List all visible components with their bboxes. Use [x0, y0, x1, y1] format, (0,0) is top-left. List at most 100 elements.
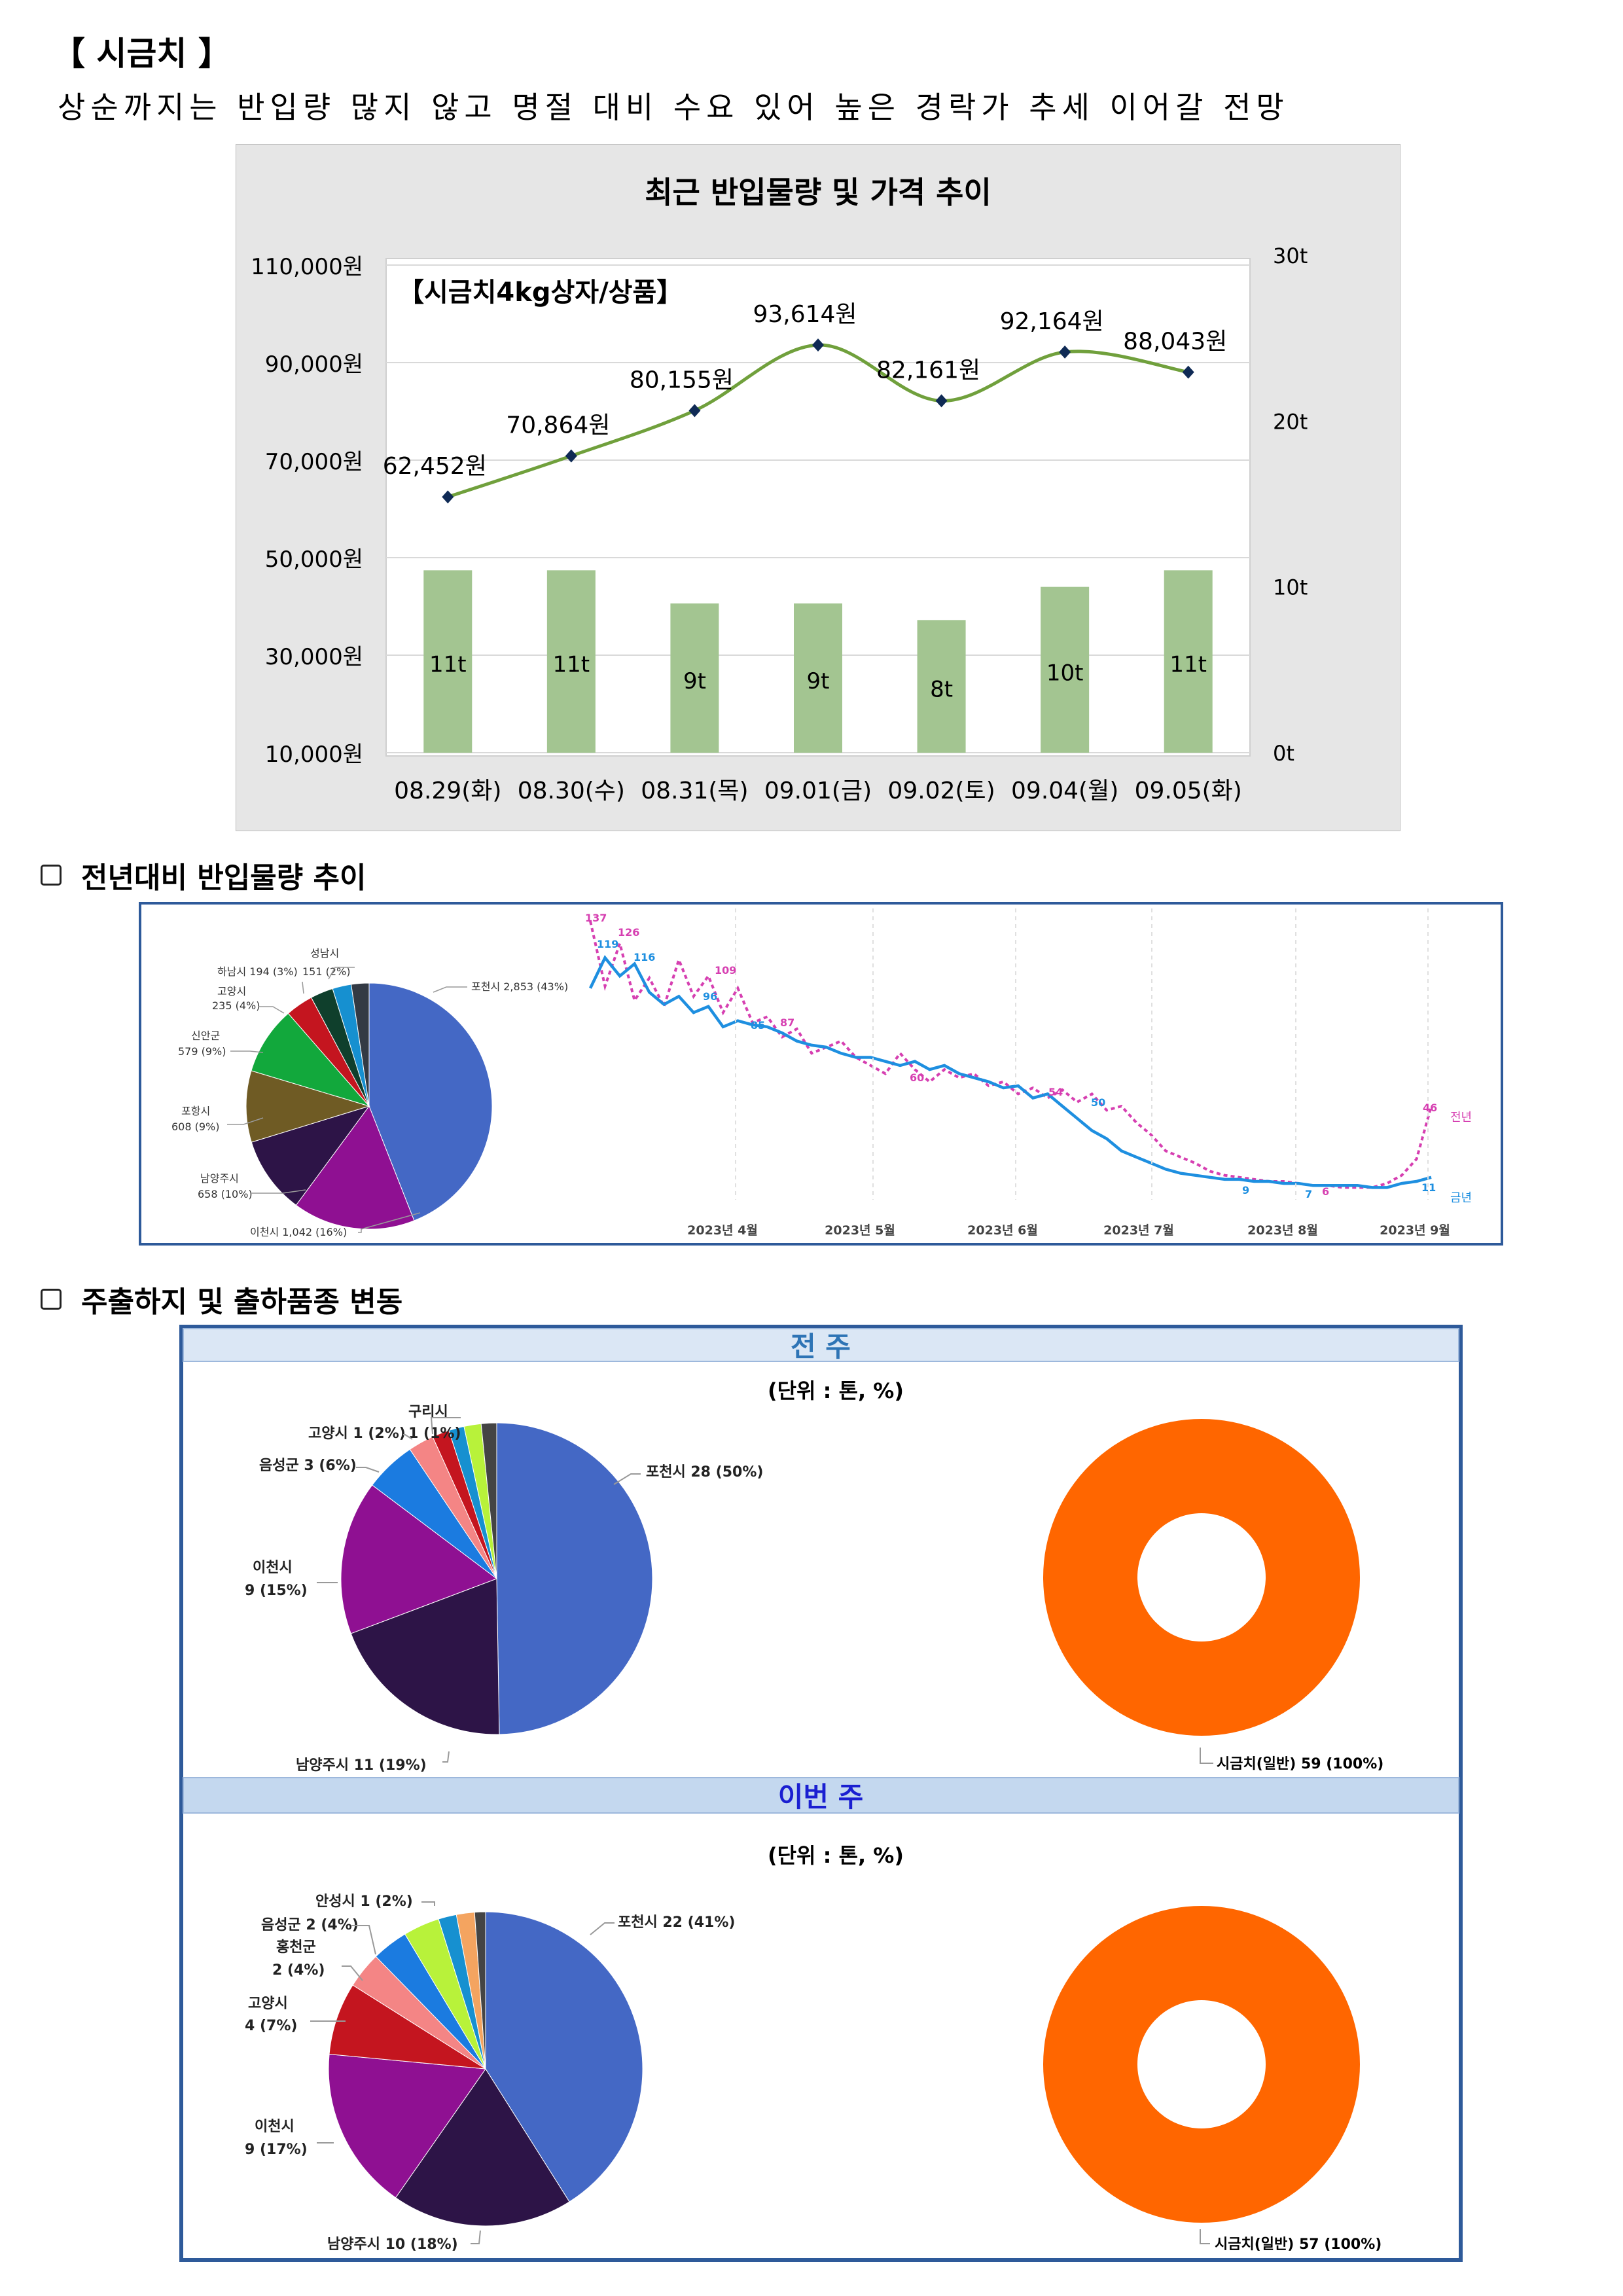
price-value-label: 93,614원 [753, 301, 857, 328]
prev-label-eumseong: 음성군 3 (6%) [259, 1458, 357, 1474]
callout-curr-1: 116 [633, 951, 655, 963]
x-tick-label: 09.04(월) [1011, 778, 1118, 804]
price-value-label: 70,864원 [506, 412, 610, 439]
pie-label-pohang: 포항시 [181, 1105, 210, 1117]
volume-bars: 11t 11t 9t 9t 8t 10t 11t [423, 570, 1213, 753]
pie-slice [245, 1070, 370, 1143]
price-point [1059, 345, 1071, 359]
pie-slice [350, 1578, 500, 1735]
x-tick-label: 09.01(금) [764, 778, 872, 804]
prev-label-icheon: 이천시 [253, 1560, 293, 1576]
x-tick-label: 08.31(목) [641, 778, 748, 804]
volume-bar-label: 9t [683, 668, 706, 694]
callout-curr-3: 85 [751, 1019, 765, 1031]
this-label-namyangju: 남양주시 10 (18%) [327, 2236, 458, 2253]
yoy-panel: 포천시 2,853 (43%) 이천시 1,042 (16%) 남양주시 658… [139, 902, 1503, 1246]
yoy-pie-leaders [227, 967, 467, 1233]
prev-label-pocheon: 포천시 28 (50%) [646, 1464, 763, 1480]
volume-bar [670, 603, 719, 753]
prev-label-icheon-val: 9 (15%) [245, 1583, 308, 1599]
pie-label-hanam: 하남시 194 (3%) [217, 965, 298, 978]
donut-ring [1043, 1906, 1360, 2223]
this-label-goyang: 고양시 [248, 1996, 288, 2012]
pie-slice [496, 1422, 653, 1735]
pie-slice [480, 1422, 497, 1579]
price-point [935, 394, 948, 408]
pie-label-seongnam: 성남시 [310, 947, 339, 960]
callout-prev-4: 60 [910, 1071, 924, 1084]
this-label-hongcheon-val: 2 (4%) [272, 1962, 325, 1979]
pie-label-pohang-val: 608 (9%) [171, 1121, 220, 1133]
callout-prev-0: 137 [585, 912, 607, 924]
this-week-header: 이번 주 [778, 1781, 864, 1813]
price-value-label: 80,155원 [630, 367, 734, 393]
this-week-pie-labels: 포천시 22 (41%) 남양주시 10 (18%) 이천시 9 (17%) 고… [245, 1893, 735, 2253]
callout-prev-5: 54 [1048, 1086, 1063, 1098]
volume-bar [1041, 586, 1090, 753]
volume-bar [546, 570, 596, 753]
price-value-label: 92,164원 [1000, 308, 1104, 335]
volume-bar-label: 10t [1046, 660, 1084, 686]
price-point [1182, 365, 1194, 379]
month-label: 2023년 8월 [1247, 1223, 1318, 1238]
pie-label-namyangju-val: 658 (10%) [198, 1188, 253, 1200]
this-donut-label: 시금치(일반) 57 (100%) [1215, 2236, 1382, 2253]
price-point [688, 404, 701, 418]
left-tick-label: 50,000원 [265, 547, 363, 573]
this-year-line [588, 955, 1432, 1189]
this-label-hongcheon: 홍천군 [276, 1939, 316, 1956]
this-label-goyang-val: 4 (7%) [245, 2018, 297, 2034]
pie-label-pocheon: 포천시 2,853 (43%) [471, 980, 568, 993]
x-tick-label: 09.05(화) [1135, 778, 1242, 804]
this-label-icheon-val: 9 (17%) [245, 2142, 308, 2158]
callout-curr-0: 119 [597, 938, 618, 950]
this-week-variety-donut [1043, 1906, 1360, 2223]
yoy-section-heading: 전년대비 반입물량 추이 [41, 854, 366, 896]
shipment-heading-text: 주출하지 및 출하품종 변동 [81, 1285, 403, 1319]
yoy-pie-labels: 포천시 2,853 (43%) 이천시 1,042 (16%) 남양주시 658… [171, 947, 568, 1238]
this-label-eumseong: 음성군 2 (4%) [261, 1917, 359, 1933]
x-tick-label: 09.02(토) [887, 778, 995, 804]
shipment-section-heading: 주출하지 및 출하품종 변동 [41, 1278, 402, 1320]
page-subtitle: 상순까지는 반입량 많지 않고 명절 대비 수요 있어 높은 경락가 추세 이어… [58, 90, 1289, 125]
prev-label-namyangju: 남양주시 11 (19%) [296, 1757, 427, 1774]
price-value-label: 88,043원 [1123, 329, 1227, 355]
this-label-pocheon: 포천시 22 (41%) [618, 1914, 735, 1931]
pie-slice [351, 982, 370, 1107]
prev-week-unit: (단위 : 톤, %) [768, 1378, 904, 1403]
price-value-label: 62,452원 [383, 453, 487, 480]
price-volume-chart: 최근 반입물량 및 가격 추이 【시금치4kg상자/상품】 110,000원 90… [236, 144, 1400, 831]
prev-week-origin-pie [340, 1422, 653, 1735]
volume-bar-label: 9t [807, 668, 830, 694]
volume-bar-label: 8t [930, 677, 953, 703]
x-tick-label: 08.29(화) [394, 778, 501, 804]
pie-slice [395, 2068, 570, 2227]
right-tick-label: 10t [1273, 575, 1308, 600]
month-label: 2023년 4월 [687, 1223, 758, 1238]
price-line: 62,452원 70,864원 80,155원 93,614원 82,161원 92,16… [383, 301, 1227, 504]
pie-label-namyangju: 남양주시 [200, 1172, 239, 1185]
callout-prev-6: 46 [1423, 1102, 1437, 1114]
month-label: 2023년 9월 [1380, 1223, 1450, 1238]
left-tick-label: 90,000원 [265, 351, 363, 378]
pie-slice [328, 2053, 486, 2198]
left-axis: 110,000원 90,000원 70,000원 50,000원 30,000원 10,0… [251, 254, 363, 768]
prev-week-leaders [317, 1417, 641, 1763]
callout-curr-4: 50 [1091, 1096, 1105, 1109]
callout-curr-5: 9 [1242, 1184, 1249, 1196]
month-label: 2023년 5월 [825, 1223, 895, 1238]
checkbox-icon [41, 1289, 62, 1310]
pie-label-goyang: 고양시 [217, 985, 246, 997]
pie-slice [295, 1105, 415, 1230]
left-tick-label: 10,000원 [265, 742, 363, 768]
this-donut-leader [1200, 2229, 1210, 2244]
right-tick-label: 0t [1273, 741, 1294, 766]
x-tick-label: 08.30(수) [518, 778, 625, 804]
left-tick-label: 30,000원 [265, 644, 363, 670]
right-tick-label: 20t [1273, 409, 1308, 434]
this-week-origin-pie [328, 1911, 643, 2227]
yoy-line-chart [588, 920, 1433, 1189]
prev-week-header: 전 주 [791, 1331, 851, 1363]
prev-donut-label: 시금치(일반) 59 (100%) [1217, 1756, 1383, 1772]
callout-curr-2: 96 [703, 990, 717, 1003]
